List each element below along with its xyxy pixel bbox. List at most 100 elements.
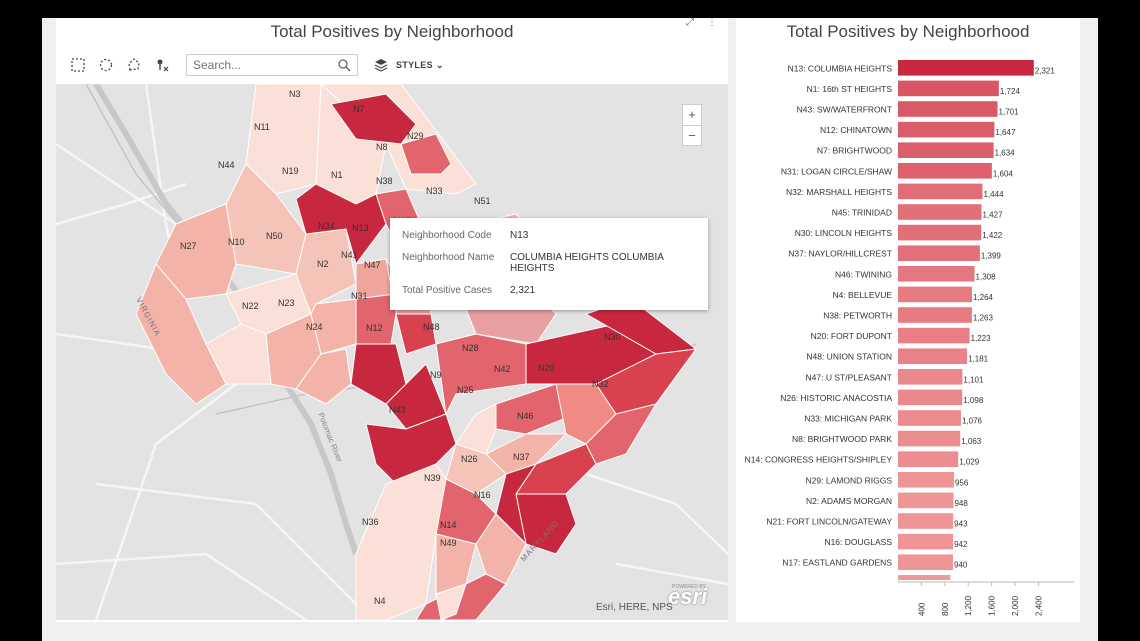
map-canvas[interactable]: N3N7N11N29N8N44N1N38N19N33N51N15N34N13N2… — [56, 84, 728, 620]
neighborhood-label-n43: N43 — [389, 405, 406, 415]
bar[interactable] — [898, 204, 982, 220]
rectangle-select-icon[interactable] — [70, 57, 86, 73]
neighborhood-label-n29: N29 — [407, 131, 424, 141]
bar[interactable] — [898, 513, 954, 529]
category-label: N45: TRINIDAD — [832, 208, 892, 218]
esri-logo[interactable]: esri — [668, 584, 708, 609]
neighborhood-label-n1: N1 — [331, 170, 343, 180]
zoom-control: + − — [682, 104, 702, 146]
neighborhood-label-n13: N13 — [352, 223, 369, 233]
neighborhood-label-n44: N44 — [218, 160, 235, 170]
category-label: N33: MICHIGAN PARK — [804, 414, 892, 424]
choropleth-map: N3N7N11N29N8N44N1N38N19N33N51N15N34N13N2… — [56, 84, 728, 620]
category-label: N16: DOUGLASS — [824, 537, 892, 547]
bar[interactable] — [898, 60, 1034, 76]
neighborhood-label-n16: N16 — [474, 490, 491, 500]
map-panel: Total Positives by Neighborhood ⤢ ⋮ — [56, 17, 728, 622]
neighborhood-label-n26: N26 — [461, 454, 478, 464]
bar[interactable] — [898, 492, 954, 509]
value-label: 948 — [954, 499, 968, 508]
x-tick-label: 1,600 — [988, 595, 997, 616]
bar[interactable] — [898, 575, 951, 591]
bar[interactable] — [898, 327, 970, 344]
map-popup: Neighborhood Code N13 Neighborhood Name … — [390, 218, 708, 310]
bar[interactable] — [898, 533, 954, 550]
search-icon[interactable] — [337, 58, 351, 72]
category-label: N8: BRIGHTWOOD PARK — [792, 434, 892, 444]
value-label: 1,076 — [962, 417, 983, 426]
value-label: 1,604 — [993, 169, 1014, 178]
neighborhood-label-n49: N49 — [440, 538, 457, 548]
bar[interactable] — [898, 121, 995, 138]
circle-select-icon[interactable] — [98, 57, 114, 73]
category-label: N29: LAMOND RIGGS — [806, 475, 893, 485]
bar[interactable] — [898, 389, 963, 406]
value-label: 1,422 — [982, 231, 1003, 240]
bar[interactable] — [898, 430, 961, 447]
neighborhood-label-n8: N8 — [376, 142, 388, 152]
neighborhood-label-n48: N48 — [423, 322, 440, 332]
bar[interactable] — [898, 266, 975, 282]
value-label: 943 — [954, 520, 968, 529]
neighborhood-label-n50: N50 — [266, 231, 283, 241]
popup-cases-value: 2,321 — [510, 285, 536, 296]
popup-cases-label: Total Positive Cases — [402, 285, 493, 296]
category-label: N7: BRIGHTWOOD — [817, 146, 892, 156]
neighborhood-label-n7: N7 — [353, 104, 365, 114]
x-tick-label: 2,000 — [1011, 595, 1020, 616]
value-label: 1,264 — [973, 293, 994, 302]
clear-selection-icon[interactable] — [154, 57, 170, 73]
category-label: N12: CHINATOWN — [820, 125, 892, 135]
neighborhood-label-n36: N36 — [362, 517, 379, 527]
value-label: 1,029 — [959, 458, 980, 467]
category-label: N20: FORT DUPONT — [811, 331, 892, 341]
styles-button[interactable]: STYLES ⌄ — [374, 58, 444, 72]
neighborhood-label-n20: N20 — [538, 363, 555, 373]
bar[interactable] — [898, 224, 982, 241]
category-label: N43: SW/WATERFRONT — [797, 105, 892, 115]
bar[interactable] — [898, 80, 999, 97]
zoom-in-button[interactable]: + — [688, 107, 696, 122]
bar[interactable] — [898, 554, 954, 570]
neighborhood-label-n2: N2 — [317, 259, 329, 269]
neighborhood-label-n47: N47 — [364, 260, 381, 270]
category-label: N4: BELLEVUE — [832, 290, 892, 300]
bar[interactable] — [898, 183, 983, 200]
neighborhood-label-n34: N34 — [318, 221, 335, 231]
bar[interactable] — [898, 369, 963, 385]
x-tick-label: 800 — [941, 602, 950, 616]
neighborhood-label-n31: N31 — [351, 291, 368, 301]
bar[interactable] — [898, 163, 992, 179]
more-options-icon[interactable]: ⋮ — [707, 16, 717, 28]
popup-name-label: Neighborhood Name — [402, 252, 495, 263]
lasso-select-icon[interactable] — [126, 57, 142, 73]
zoom-out-button[interactable]: − — [683, 125, 701, 145]
bar[interactable] — [898, 142, 994, 158]
value-label: 1,724 — [1000, 87, 1021, 96]
neighborhood-label-n42: N42 — [494, 364, 511, 374]
x-tick-label: 400 — [917, 602, 926, 616]
styles-label: STYLES — [396, 60, 433, 70]
value-label: 940 — [954, 561, 968, 570]
value-label: 1,181 — [968, 355, 989, 364]
neighborhood-label-n37: N37 — [513, 452, 530, 462]
search-input[interactable] — [187, 55, 357, 75]
map-toolbar: STYLES ⌄ — [70, 52, 444, 78]
bar[interactable] — [898, 348, 968, 364]
category-label: N46: TWINING — [835, 269, 892, 279]
bar[interactable] — [898, 410, 961, 426]
bar[interactable] — [898, 286, 972, 303]
category-label: N26: HISTORIC ANACOSTIA — [780, 393, 892, 403]
bar[interactable] — [898, 307, 972, 323]
neighborhood-label-n33: N33 — [426, 186, 443, 196]
neighborhood-label-n10: N10 — [228, 237, 245, 247]
bar[interactable] — [898, 245, 980, 261]
value-label: 1,399 — [981, 252, 1002, 261]
expand-icon[interactable]: ⤢ — [686, 16, 694, 28]
neighborhood-label-n28: N28 — [462, 343, 479, 353]
bar[interactable] — [898, 451, 959, 467]
category-label: N48: UNION STATION — [806, 352, 892, 362]
bar[interactable] — [898, 101, 998, 117]
category-label: N47: U ST/PLEASANT — [806, 372, 892, 382]
bar[interactable] — [898, 472, 954, 488]
